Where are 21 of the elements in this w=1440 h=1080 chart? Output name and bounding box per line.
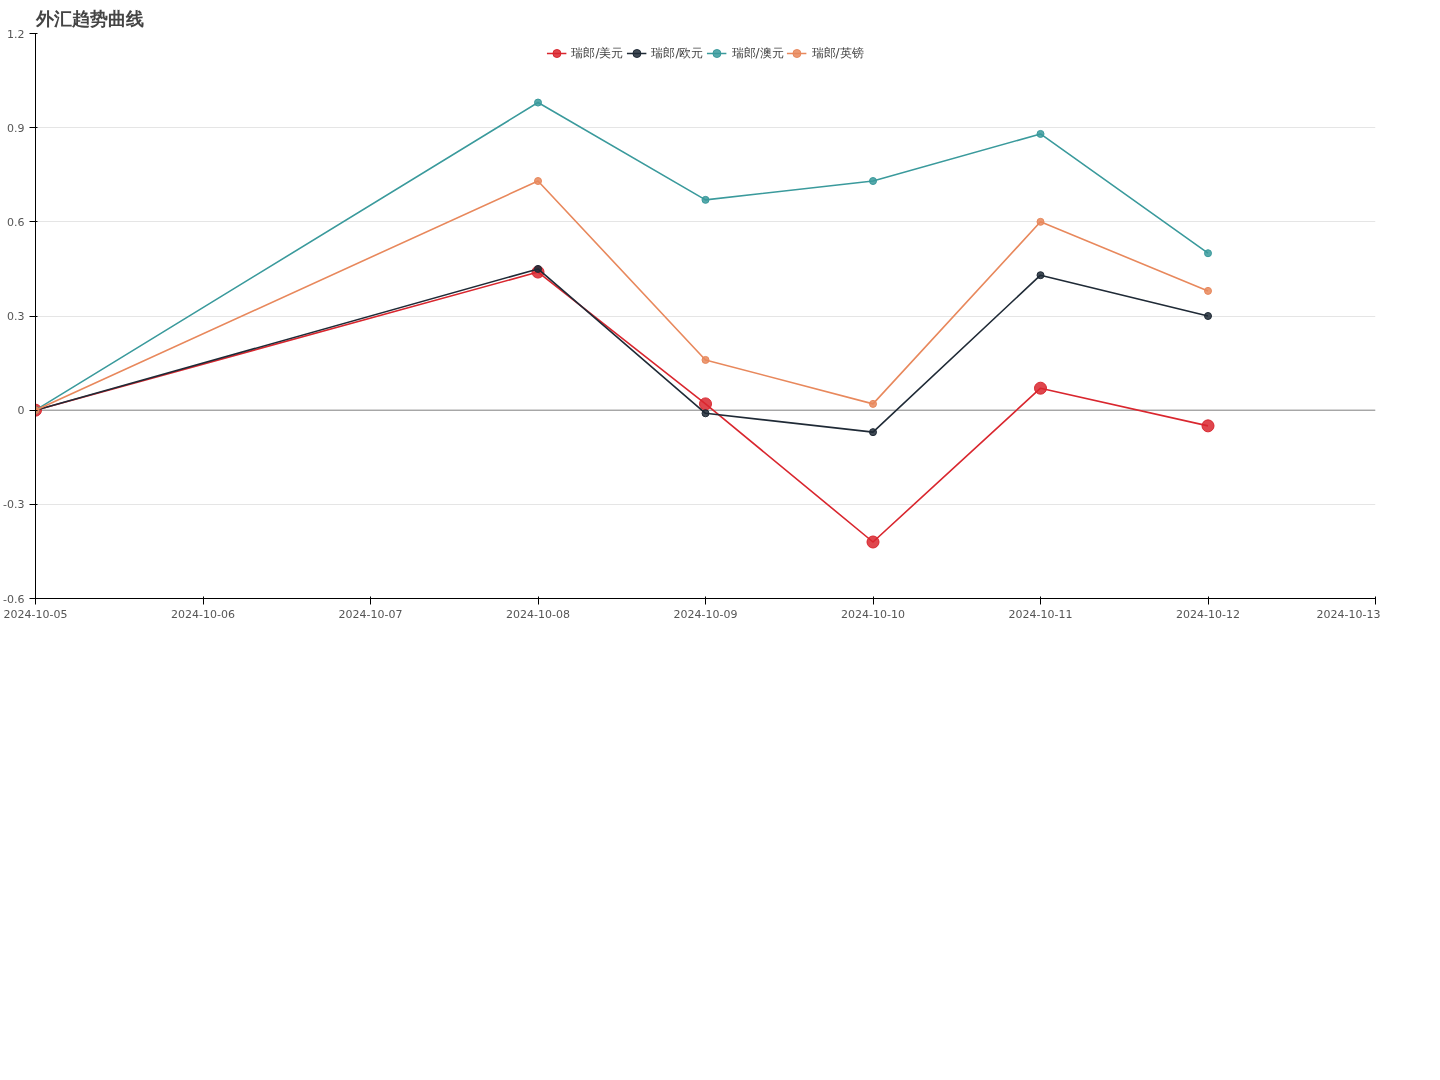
x-tick-label: 2024-10-12 xyxy=(1176,607,1240,621)
x-tick-label: 2024-10-05 xyxy=(3,607,68,621)
y-tick-label: 0.9 xyxy=(7,121,25,135)
y-tick-label: 0.3 xyxy=(7,310,25,323)
x-tick-label: 2024-10-09 xyxy=(673,607,738,621)
x-tick-label: 2024-10-11 xyxy=(1008,607,1073,621)
y-tick-label: -0.6 xyxy=(3,592,25,606)
x-tick-label: 2024-10-06 xyxy=(171,607,235,621)
legend-label: 瑞郎/欧元 xyxy=(651,44,704,62)
chart-title: 外汇趋势曲线 xyxy=(34,7,144,29)
x-tick-label: 2024-10-08 xyxy=(506,607,570,621)
legend-label: 瑞郎/美元 xyxy=(571,44,624,62)
y-tick-label: 0.6 xyxy=(7,215,25,229)
x-tick-label: 2024-10-07 xyxy=(338,607,403,621)
legend-label: 瑞郎/英镑 xyxy=(811,44,864,62)
y-tick-label: 1.2 xyxy=(7,27,25,41)
x-tick-label: 2024-10-13 xyxy=(1316,607,1381,621)
y-tick-label: 0 xyxy=(17,404,25,418)
legend-label: 瑞郎/澳元 xyxy=(731,44,784,62)
x-tick-label: 2024-10-10 xyxy=(841,607,905,621)
y-tick-label: -0.3 xyxy=(3,498,25,512)
